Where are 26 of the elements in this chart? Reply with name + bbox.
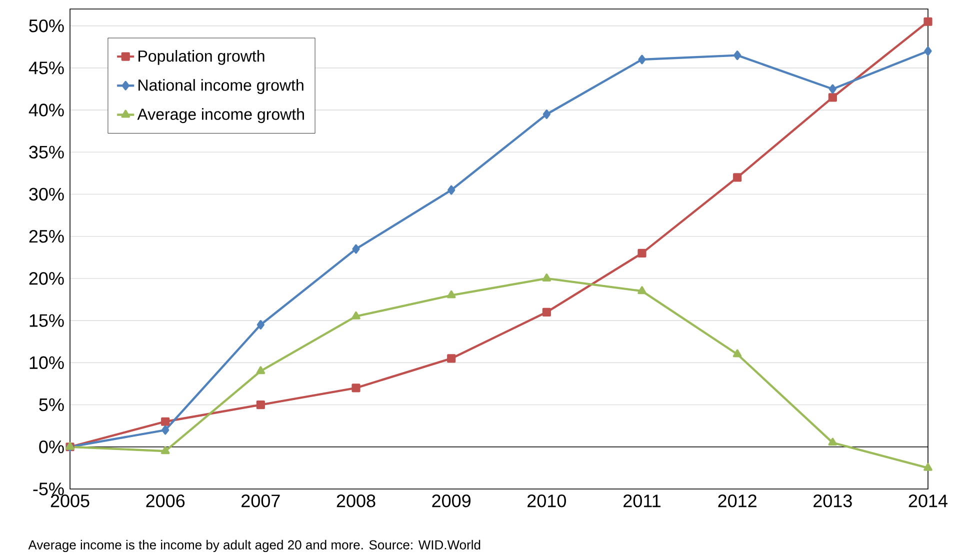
x-tick-label: 2009 <box>432 494 470 508</box>
y-tick-label: 10% <box>30 356 64 370</box>
x-tick-label: 2013 <box>814 494 852 508</box>
legend-label: Average income growth <box>137 108 304 124</box>
x-tick-label: 2012 <box>718 494 756 508</box>
text: Average income is the income by adult aged 20 and more. Source: WID.World <box>28 540 480 552</box>
y-tick-label: 30% <box>29 188 64 201</box>
y-tick-label: 0% <box>39 440 64 454</box>
y-tick-label: 35% <box>29 146 64 159</box>
y-tick-label: 5% <box>39 398 64 412</box>
x-tick-label: 2007 <box>242 494 280 508</box>
legend-label: Population growth <box>138 50 264 65</box>
y-tick-label: 15% <box>30 314 64 327</box>
x-tick-label: 2010 <box>528 494 566 508</box>
x-tick-label: 2014 <box>908 494 948 508</box>
y-tick-label: 25% <box>29 230 64 243</box>
x-tick-label: 2006 <box>146 494 185 508</box>
x-tick-label: 2011 <box>624 494 660 508</box>
x-tick-label: 2005 <box>50 494 90 508</box>
y-tick-label: 40% <box>28 104 64 116</box>
y-tick-label: 50% <box>29 19 64 32</box>
y-tick-label: 20% <box>29 272 64 285</box>
legend-label: National income growth <box>138 79 304 94</box>
x-tick-label: 2008 <box>336 494 376 508</box>
y-tick-label: 45% <box>28 62 64 74</box>
y-tick-label: -5% <box>33 482 64 496</box>
